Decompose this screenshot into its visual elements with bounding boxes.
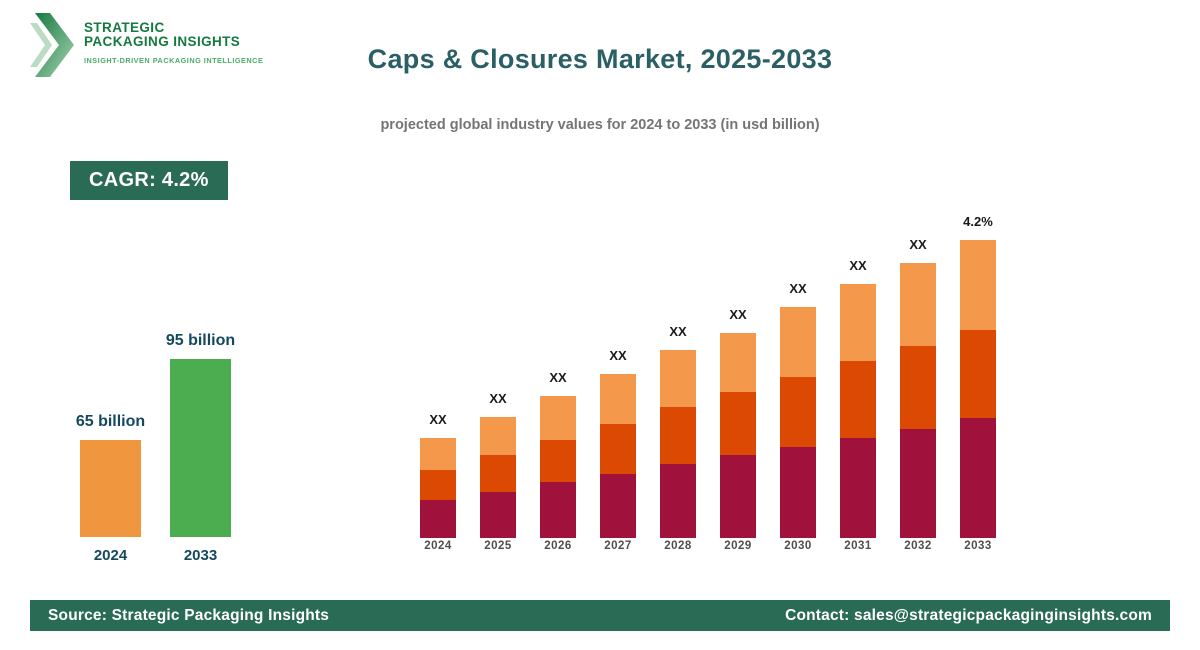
segment-middle-2028 <box>660 407 696 464</box>
segment-middle-2031 <box>840 361 876 438</box>
page-title: Caps & Closures Market, 2025-2033 <box>367 44 833 74</box>
chevron-logo-icon <box>30 13 74 77</box>
stacked-bar-value-2032: XX <box>909 237 927 252</box>
footer-bar: Source: Strategic Packaging Insights Con… <box>30 600 1170 631</box>
segment-middle-2027 <box>600 424 636 474</box>
segment-bottom-2027 <box>600 474 636 538</box>
stacked-bar-year-2030: 2030 <box>784 540 812 552</box>
segment-top-2024 <box>420 438 456 470</box>
segment-middle-2033 <box>960 330 996 418</box>
stacked-bar-value-2029: XX <box>729 307 747 322</box>
stacked-bar-year-2033: 2033 <box>964 540 992 552</box>
brand-tagline: INSIGHT-DRIVEN PACKAGING INTELLIGENCE <box>84 56 264 66</box>
segment-top-2029 <box>720 333 756 392</box>
segment-top-2032 <box>900 263 936 346</box>
stacked-bar-year-2031: 2031 <box>844 540 872 552</box>
segment-top-2025 <box>480 417 516 455</box>
stacked-bar-group-2033: 4.2% 2033 <box>960 200 996 552</box>
mini-bar-value-2024: 65 billion <box>75 413 146 430</box>
stacked-bar-year-2029: 2029 <box>724 540 752 552</box>
page-subtitle: projected global industry values for 202… <box>380 117 820 133</box>
mini-bar-group-2024: 65 billion 2024 <box>76 325 145 564</box>
mini-bar-group-2033: 95 billion 2033 <box>166 325 235 564</box>
segment-middle-2030 <box>780 377 816 447</box>
stacked-bar-group-2028: XX 2028 <box>660 200 696 552</box>
stacked-bar-group-2030: XX 2030 <box>780 200 816 552</box>
stacked-bar-group-2025: XX 2025 <box>480 200 516 552</box>
stacked-bar-value-2026: XX <box>549 370 567 385</box>
stacked-bar-year-2027: 2027 <box>604 540 632 552</box>
stacked-bar-value-2027: XX <box>609 348 627 363</box>
stacked-bar-group-2027: XX 2027 <box>600 200 636 552</box>
segment-middle-2029 <box>720 392 756 455</box>
segment-bottom-2031 <box>840 438 876 538</box>
stacked-bar-value-2033: 4.2% <box>963 214 993 229</box>
stacked-bar-year-2028: 2028 <box>664 540 692 552</box>
footer-source: Source: Strategic Packaging Insights <box>48 606 330 624</box>
segment-bottom-2026 <box>540 482 576 538</box>
mini-bar-year-2024: 2024 <box>93 547 128 564</box>
stacked-bar-value-2030: XX <box>789 281 807 296</box>
growth-summary-chart: 65 billion 2024 95 billion 2033 <box>76 325 235 564</box>
brand-name: STRATEGIC PACKAGING INSIGHTS INSIGHT-DRI… <box>84 13 263 65</box>
brand-logo: STRATEGIC PACKAGING INSIGHTS INSIGHT-DRI… <box>30 13 263 77</box>
segment-bottom-2029 <box>720 455 756 538</box>
mini-bar-year-2033: 2033 <box>183 547 218 564</box>
segment-middle-2026 <box>540 440 576 482</box>
stacked-bar-year-2024: 2024 <box>424 540 452 552</box>
stacked-bar-group-2032: XX 2032 <box>900 200 936 552</box>
segment-top-2033 <box>960 240 996 330</box>
mini-bar-value-2033: 95 billion <box>165 332 236 349</box>
segment-top-2030 <box>780 307 816 377</box>
stacked-bar-group-2029: XX 2029 <box>720 200 756 552</box>
footer-contact: Contact: sales@strategicpackaginginsight… <box>785 606 1152 624</box>
segment-middle-2025 <box>480 455 516 492</box>
segment-bottom-2028 <box>660 464 696 538</box>
segment-bottom-2025 <box>480 492 516 538</box>
stacked-bar-value-2024: XX <box>429 412 447 427</box>
stacked-bar-value-2028: XX <box>669 324 687 339</box>
segment-top-2027 <box>600 374 636 424</box>
stacked-bar-year-2026: 2026 <box>544 540 572 552</box>
segment-bottom-2032 <box>900 429 936 538</box>
segment-top-2026 <box>540 396 576 440</box>
stacked-bar-group-2026: XX 2026 <box>540 200 576 552</box>
stacked-bar-chart: XX 2024 XX 2025 XX 2026 XX 2027 XX 2028 XX 2029 XX 20… <box>420 200 996 552</box>
brand-name-line1: STRATEGIC <box>84 20 165 35</box>
segment-bottom-2030 <box>780 447 816 538</box>
stacked-bar-year-2032: 2032 <box>904 540 932 552</box>
stacked-bar-value-2031: XX <box>849 258 867 273</box>
segment-bottom-2024 <box>420 500 456 538</box>
stacked-bar-group-2024: XX 2024 <box>420 200 456 552</box>
segment-top-2031 <box>840 284 876 361</box>
mini-bar-2033 <box>170 359 231 537</box>
segment-top-2028 <box>660 350 696 407</box>
brand-name-line2: PACKAGING INSIGHTS <box>84 34 241 50</box>
stacked-bar-group-2031: XX 2031 <box>840 200 876 552</box>
segment-bottom-2033 <box>960 418 996 538</box>
cagr-badge: CAGR: 4.2% <box>70 161 228 200</box>
segment-middle-2024 <box>420 470 456 500</box>
mini-bar-2024 <box>80 440 141 537</box>
stacked-bar-year-2025: 2025 <box>484 540 512 552</box>
segment-middle-2032 <box>900 346 936 429</box>
stacked-bar-value-2025: XX <box>489 391 507 406</box>
